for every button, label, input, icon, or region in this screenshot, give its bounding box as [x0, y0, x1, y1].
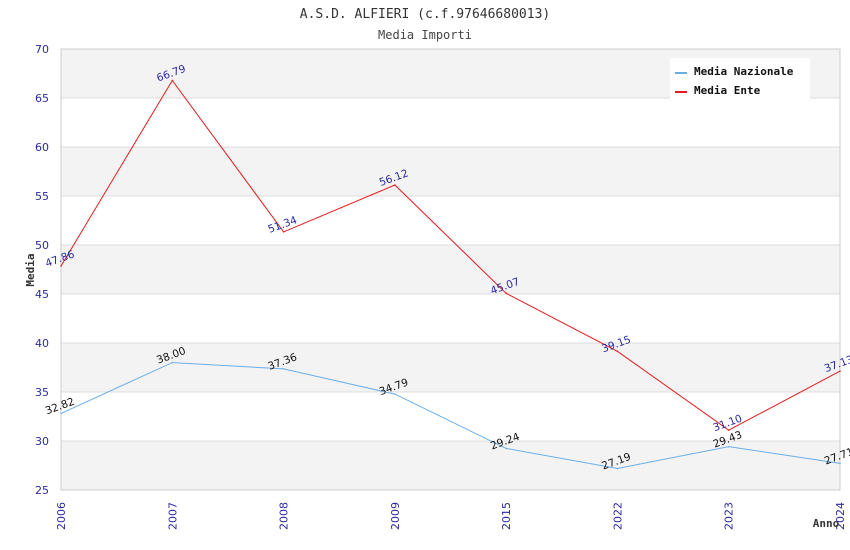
data-point [616, 350, 619, 353]
x-tick-label: 2006 [55, 502, 68, 530]
data-point [505, 447, 507, 450]
data-point [839, 370, 841, 372]
y-tick-label: 50 [35, 239, 49, 252]
y-tick-label: 45 [35, 288, 49, 301]
y-tick-label: 30 [35, 435, 49, 448]
x-axis-ticks: 2006 2007 2008 2009 2015 2022 2023 2024 [55, 502, 847, 530]
series-line-media-nazionale [60, 362, 841, 470]
x-axis-label: Anno [813, 517, 840, 530]
data-point [394, 393, 396, 395]
y-tick-label: 65 [35, 92, 49, 105]
plot-area [60, 48, 841, 491]
y-tick-label: 70 [35, 43, 49, 56]
data-point [171, 361, 174, 364]
data-point [171, 79, 174, 82]
data-point [727, 445, 730, 448]
y-axis-label: Media [24, 253, 37, 286]
x-tick-label: 2023 [723, 502, 736, 530]
data-point [727, 429, 730, 432]
x-tick-label: 2015 [500, 502, 513, 530]
series-lines [60, 79, 841, 470]
series-line-media-ente [60, 79, 841, 431]
legend-label-media-nazionale: Media Nazionale [694, 65, 794, 78]
x-tick-label: 2008 [278, 502, 291, 530]
y-tick-label: 35 [35, 386, 49, 399]
grid-band [61, 343, 840, 392]
data-point [60, 265, 62, 267]
chart-subtitle: Media Importi [378, 28, 472, 42]
chart-title: A.S.D. ALFIERI (c.f.97646680013) [300, 7, 550, 22]
y-tick-label: 40 [35, 337, 49, 350]
grid-bands [61, 49, 840, 490]
y-axis-ticks: 25 30 35 40 45 50 55 60 65 70 [35, 43, 49, 497]
legend: Media Nazionale Media Ente [670, 58, 810, 102]
data-point [60, 412, 62, 415]
data-point [282, 368, 285, 370]
legend-label-media-ente: Media Ente [694, 84, 761, 97]
grid-band [61, 245, 840, 294]
data-point [282, 231, 285, 233]
grid-band [61, 441, 840, 490]
grid-band [61, 147, 840, 196]
data-label: 51.34 [266, 214, 299, 236]
x-tick-label: 2024 [834, 502, 847, 530]
data-point [394, 184, 396, 186]
y-tick-label: 25 [35, 484, 49, 497]
data-point [505, 292, 507, 295]
x-tick-label: 2022 [611, 502, 624, 530]
x-tick-label: 2009 [389, 502, 402, 530]
legend-box [670, 58, 810, 102]
y-tick-label: 55 [35, 190, 49, 203]
x-tick-label: 2007 [166, 502, 179, 530]
data-point [616, 467, 619, 470]
y-tick-label: 60 [35, 141, 49, 154]
data-point [839, 462, 841, 465]
